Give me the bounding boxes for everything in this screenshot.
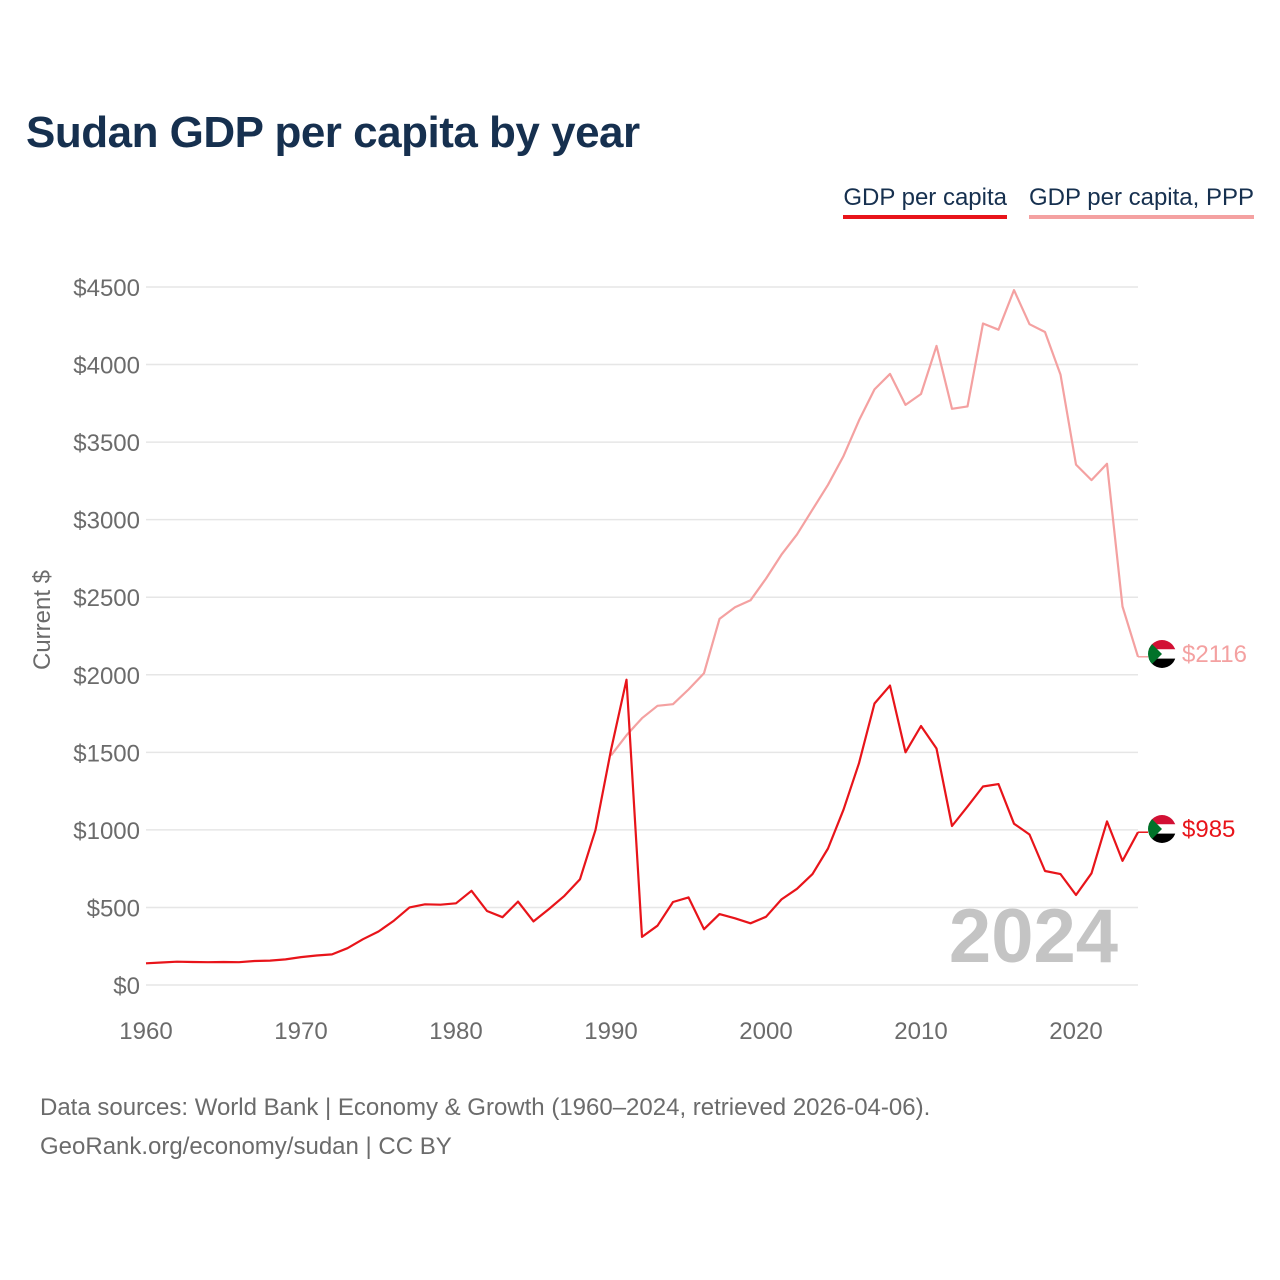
x-tick-label: 2020 (1049, 1018, 1102, 1045)
y-tick-label: $4500 (73, 275, 140, 302)
x-tick-label: 1960 (119, 1018, 172, 1045)
x-tick-label: 2000 (739, 1018, 792, 1045)
y-tick-label: $0 (113, 973, 140, 1000)
series-line-gdp-per-capita (145, 678, 1139, 965)
sudan-flag-icon (1148, 815, 1176, 843)
end-label-ppp: $2116 (1182, 641, 1247, 668)
year-watermark: 2024 (949, 894, 1118, 979)
legend: GDP per capita GDP per capita, PPP (843, 184, 1254, 219)
legend-item-gdp-per-capita[interactable]: GDP per capita (843, 184, 1007, 219)
x-tick-label: 1990 (584, 1018, 637, 1045)
sudan-flag-icon (1148, 640, 1176, 668)
x-tick-label: 1970 (274, 1018, 327, 1045)
y-axis-ticks: $0 $500 $1000 $1500 $2000 $2500 $3000 $3500 $400… (73, 275, 140, 1000)
y-tick-label: $1000 (73, 818, 140, 845)
y-tick-label: $2500 (73, 585, 140, 612)
source-line-1: Data sources: World Bank | Economy & Gro… (40, 1094, 931, 1121)
end-label-gdp: $985 (1182, 816, 1235, 843)
y-tick-label: $3000 (73, 508, 140, 535)
y-tick-label: $1500 (73, 740, 140, 767)
source-line-2[interactable]: GeoRank.org/economy/sudan | CC BY (40, 1133, 452, 1160)
x-tick-label: 1980 (429, 1018, 482, 1045)
series-lines (145, 289, 1148, 965)
y-tick-label: $2000 (73, 663, 140, 690)
y-tick-label: $500 (87, 895, 140, 922)
y-axis-label: Current $ (29, 570, 56, 670)
x-axis-ticks: 1960 1970 1980 1990 2000 2010 2020 (119, 1018, 1102, 1045)
series-line-gdp-per-capita-ppp (610, 289, 1140, 757)
y-tick-label: $3500 (73, 430, 140, 457)
legend-item-gdp-per-capita-ppp[interactable]: GDP per capita, PPP (1029, 184, 1254, 219)
y-tick-label: $4000 (73, 353, 140, 380)
source-note: Data sources: World Bank | Economy & Gro… (40, 1088, 930, 1166)
chart-title: Sudan GDP per capita by year (26, 108, 640, 157)
gridlines (146, 286, 1138, 986)
x-tick-label: 2010 (894, 1018, 947, 1045)
